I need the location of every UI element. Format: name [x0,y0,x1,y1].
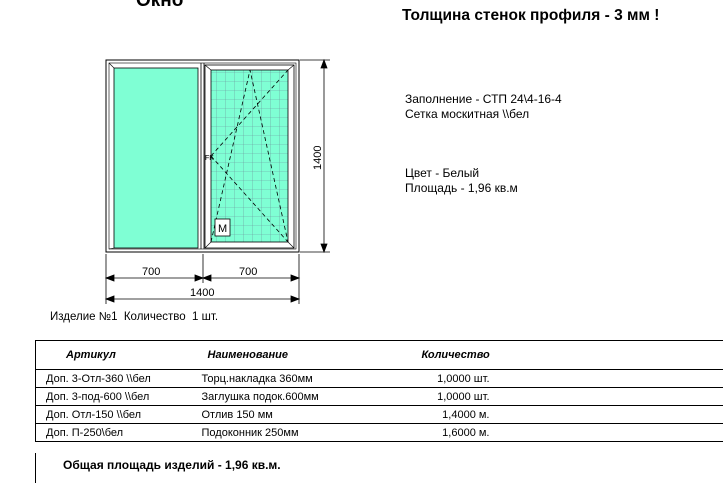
filling-text: Заполнение - СТП 24\4-16-4 [405,92,562,107]
right-glass-mesh [211,70,288,242]
window-drawing: FK M 1400 700 700 1400 [0,0,340,310]
table-row: Доп. П-250\бел Подоконник 250мм 1,6000 м… [36,424,723,442]
row-name: Отлив 150 мм [196,406,386,424]
width-left-label: 700 [142,266,160,278]
row-article: Доп. П-250\бел [36,424,196,442]
mesh-text: Сетка москитная \\бел [405,107,529,122]
row-name: Подоконник 250мм [196,424,386,442]
product-quantity-line: Изделие №1 Количество 1 шт. [50,311,218,323]
total-area-text: Общая площадь изделий - 1,96 кв.м. [63,458,281,472]
hinge-mark: FK [205,155,214,162]
width-total-label: 1400 [190,287,214,299]
table-row: Доп. Отл-150 \\бел Отлив 150 мм 1,4000 м… [36,406,723,424]
header-quantity: Количество [386,341,723,370]
table-header-row: Артикул Наименование Количество [36,341,723,370]
row-name: Заглушка подок.600мм [196,388,386,406]
row-quantity: 1,6000 м. [386,424,723,442]
width-right-label: 700 [239,266,257,278]
table-row: Доп. 3-Отл-360 \\бел Торц.накладка 360мм… [36,370,723,388]
height-label: 1400 [312,146,324,170]
color-text: Цвет - Белый [405,166,479,181]
row-quantity: 1,0000 шт. [386,388,723,406]
specification-table: Артикул Наименование Количество Доп. 3-О… [35,340,723,442]
row-article: Доп. 3-Отл-360 \\бел [36,370,196,388]
row-name: Торц.накладка 360мм [196,370,386,388]
handle-mark: M [218,223,227,235]
area-text: Площадь - 1,96 кв.м [405,181,518,196]
profile-thickness-title: Толщина стенок профиля - 3 мм ! [402,7,659,25]
row-article: Доп. 3-под-600 \\бел [36,388,196,406]
left-glass-pane [114,68,198,248]
row-article: Доп. Отл-150 \\бел [36,406,196,424]
table-row: Доп. 3-под-600 \\бел Заглушка подок.600м… [36,388,723,406]
row-quantity: 1,0000 шт. [386,370,723,388]
total-area-row: Общая площадь изделий - 1,96 кв.м. [35,453,723,483]
header-article: Артикул [36,341,196,370]
header-name: Наименование [196,341,386,370]
row-quantity: 1,4000 м. [386,406,723,424]
